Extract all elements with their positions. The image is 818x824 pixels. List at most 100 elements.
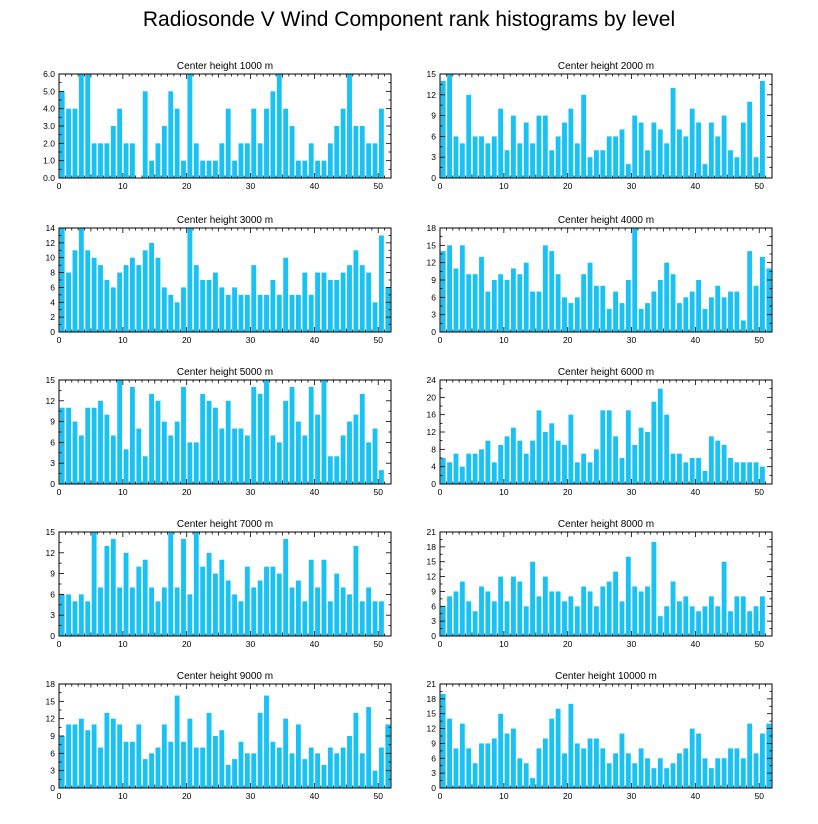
histogram-bar [238, 601, 244, 636]
histogram-bar [606, 410, 612, 484]
histogram-bar [542, 432, 548, 484]
histogram-bar [238, 428, 244, 484]
histogram-bar [728, 291, 733, 332]
histogram-bar [270, 566, 276, 636]
histogram-bar [123, 741, 129, 788]
histogram-bar [155, 257, 161, 332]
histogram-bar [225, 580, 231, 636]
histogram-bar [232, 759, 238, 788]
histogram-bar [289, 386, 295, 484]
histogram-bar [619, 303, 625, 332]
histogram-bar [708, 297, 714, 332]
histogram-bar [295, 421, 301, 484]
histogram-bar [472, 274, 478, 332]
histogram-bar [715, 285, 721, 332]
x-tick-label: 10 [499, 181, 509, 191]
histogram-bar [302, 435, 308, 484]
histogram-bar [283, 257, 289, 332]
histogram-bar [378, 747, 384, 788]
histogram-bar [447, 462, 453, 484]
histogram-bar [91, 532, 97, 636]
histogram-bar [702, 758, 708, 788]
histogram-bar [447, 74, 453, 178]
histogram-bar [613, 571, 619, 636]
y-tick-label: 0.0 [43, 173, 55, 183]
y-tick-label: 3 [50, 610, 55, 620]
histogram-bar [453, 453, 459, 484]
histogram-bar [66, 594, 72, 636]
histogram-bar [283, 538, 289, 636]
histogram-bar [753, 462, 759, 484]
histogram-bar [149, 393, 155, 484]
histogram-bar [295, 724, 301, 788]
histogram-bar [238, 741, 244, 788]
histogram-bar [721, 115, 727, 178]
histogram-bar [276, 747, 282, 788]
histogram-bar [98, 747, 103, 788]
histogram-bar [510, 115, 516, 178]
histogram-bar [308, 386, 314, 484]
histogram-bar [542, 115, 548, 178]
histogram-bar [542, 738, 548, 788]
histogram-bar [66, 108, 72, 178]
histogram-bar [530, 291, 536, 332]
x-tick-label: 40 [691, 335, 701, 345]
y-tick-label: 9 [50, 731, 55, 741]
x-tick-label: 30 [627, 487, 637, 497]
histogram-bar [466, 748, 472, 788]
x-tick-label: 30 [627, 791, 637, 801]
x-tick-label: 10 [118, 181, 128, 191]
histogram-bar [295, 580, 301, 636]
histogram-bar [549, 591, 555, 636]
histogram-bar [372, 770, 378, 788]
histogram-bar [530, 561, 536, 636]
histogram-bar [574, 743, 580, 788]
histogram-bar [168, 294, 174, 332]
histogram-bar [302, 272, 308, 332]
histogram-bar [347, 265, 352, 332]
panel-title: Center height 6000 m [558, 367, 654, 378]
histogram-bar [504, 601, 510, 636]
histogram-bar [536, 115, 542, 178]
histogram-bar [104, 414, 110, 484]
histogram-bar [466, 601, 472, 636]
histogram-bar [110, 718, 116, 788]
y-tick-label: 8 [50, 268, 55, 278]
histogram-bar [600, 285, 606, 332]
histogram-bar [683, 462, 689, 484]
histogram-bar [334, 753, 340, 788]
histogram-bar [59, 91, 65, 178]
histogram-bar [613, 753, 619, 788]
histogram-bar [689, 108, 695, 178]
y-tick-label: 12 [46, 396, 56, 406]
histogram-bar [728, 150, 733, 178]
x-tick-label: 30 [627, 181, 637, 191]
histogram-bar [308, 143, 314, 178]
histogram-bar [587, 157, 593, 178]
histogram-bar [244, 753, 250, 788]
histogram-bar [568, 414, 574, 484]
histogram-bar [129, 587, 135, 636]
histogram-bar [472, 136, 478, 178]
histogram-bar [747, 101, 753, 178]
histogram-bar [479, 586, 484, 636]
histogram-bar [181, 160, 186, 178]
histogram-bar [110, 435, 116, 484]
histogram-bar [232, 428, 238, 484]
histogram-bar [78, 228, 84, 332]
histogram-bar [340, 587, 346, 636]
histogram-bar [504, 436, 510, 484]
histogram-bar [676, 753, 682, 788]
histogram-bar [295, 294, 301, 332]
histogram-bar [715, 440, 721, 484]
y-tick-label: 18 [427, 542, 437, 552]
histogram-bar [72, 724, 78, 788]
y-tick-label: 4 [50, 297, 55, 307]
histogram-bar [359, 393, 365, 484]
x-tick-label: 0 [438, 335, 443, 345]
histogram-bar [542, 245, 548, 332]
histogram-bar [459, 143, 465, 178]
histogram-bar [581, 453, 587, 484]
panel-title: Center height 2000 m [558, 61, 654, 72]
